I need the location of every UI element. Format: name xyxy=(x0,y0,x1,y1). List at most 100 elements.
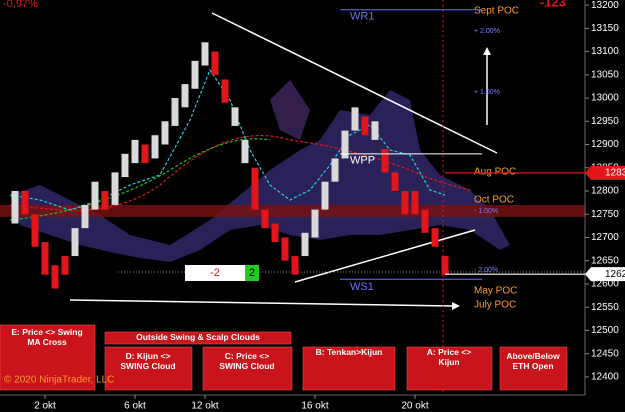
price-box xyxy=(585,267,625,282)
candle-body xyxy=(201,42,209,66)
candles xyxy=(11,42,449,289)
y-tick-label: 12900 xyxy=(591,139,619,150)
x-tick-label: 12 okt xyxy=(191,401,218,412)
button-label[interactable]: C: Price <> SWING Cloud xyxy=(219,351,274,371)
button[interactable]: B: Tenkan>Kijun xyxy=(302,346,396,391)
corner-value: -123 xyxy=(540,0,566,9)
button-label[interactable]: D: Kijun <> SWING Cloud xyxy=(120,351,175,371)
y-tick-label: 13050 xyxy=(591,69,619,80)
button-label[interactable]: B: Tenkan>Kijun xyxy=(316,347,383,357)
button[interactable]: Above/Below ETH Open xyxy=(499,346,568,391)
pct-label: - 1.00% xyxy=(474,208,498,215)
counter-box xyxy=(245,265,259,281)
y-tick-label: 12650 xyxy=(591,255,619,266)
candle-body xyxy=(381,149,389,173)
button[interactable]: E: Price <> Swing MA Cross xyxy=(0,324,96,391)
candle-body xyxy=(151,135,159,159)
y-tick-label: 12600 xyxy=(591,279,619,290)
copyright: © 2020 NinjaTrader, LLC xyxy=(4,375,114,386)
arrow-head xyxy=(452,302,460,310)
poc-label: Oct POC xyxy=(474,195,514,206)
candle-body xyxy=(301,232,309,257)
y-tick-label: 13000 xyxy=(591,93,619,104)
button-label[interactable]: A: Price <> Kijun xyxy=(427,347,471,367)
candle-body xyxy=(61,256,69,275)
candle-body xyxy=(341,130,349,159)
candle-body xyxy=(261,209,269,229)
candle-body xyxy=(121,153,129,178)
candle-body xyxy=(131,139,139,164)
candle-body xyxy=(251,167,259,210)
candle-body xyxy=(11,190,19,224)
candle-body xyxy=(411,190,419,215)
x-tick-label: 16 okt xyxy=(301,401,328,412)
pct-label: + 1.00% xyxy=(474,89,500,96)
candle-body xyxy=(401,190,409,215)
y-tick-label: 12500 xyxy=(591,325,619,336)
candle-body xyxy=(221,79,229,103)
button[interactable]: Outside Swing & Scalp Clouds xyxy=(104,331,292,345)
counter-box xyxy=(185,265,245,281)
candle-body xyxy=(41,242,49,275)
y-tick-label: 12450 xyxy=(591,348,619,359)
poc-label: Aug POC xyxy=(474,167,516,178)
candle-body xyxy=(241,139,249,164)
candle-body xyxy=(141,144,149,164)
clouds xyxy=(10,80,510,262)
arrow-line xyxy=(69,299,453,307)
candle-body xyxy=(351,107,359,131)
y-tick-label: 13150 xyxy=(591,23,619,34)
x-tick-label: 6 okt xyxy=(124,401,146,412)
button-label[interactable]: Outside Swing & Scalp Clouds xyxy=(136,332,260,342)
trend-line xyxy=(294,229,476,283)
candle-body xyxy=(111,172,119,205)
counter-value: 2 xyxy=(249,267,255,279)
candle-body xyxy=(331,158,339,182)
change-label: -0,97% xyxy=(3,0,38,10)
candle-body xyxy=(51,265,59,289)
pivot-label: WS1 xyxy=(350,281,374,293)
y-tick-label: 12400 xyxy=(591,372,619,383)
x-tick-label: 20 okt xyxy=(401,401,428,412)
pct-label: + 2.00% xyxy=(474,28,500,35)
counter-value: -2 xyxy=(210,267,220,279)
trend-line xyxy=(211,12,498,154)
candle-body xyxy=(91,181,99,210)
poc-label: Sept POC xyxy=(474,6,519,17)
candle-body xyxy=(371,121,379,140)
candle-body xyxy=(421,209,429,233)
poc-label: July POC xyxy=(474,300,516,311)
poc-label: May POC xyxy=(474,286,517,297)
candle-body xyxy=(321,181,329,210)
candle-body xyxy=(21,190,29,215)
y-tick-label: 12700 xyxy=(591,232,619,243)
button-label[interactable]: Above/Below ETH Open xyxy=(506,351,560,371)
candle-body xyxy=(291,256,299,275)
candle-body xyxy=(71,228,79,257)
y-tick-label: 12550 xyxy=(591,302,619,313)
pct-label: - 2.00% xyxy=(474,267,498,274)
candle-body xyxy=(161,121,169,145)
button[interactable]: C: Price <> SWING Cloud xyxy=(202,346,293,391)
candle-body xyxy=(101,190,109,210)
button[interactable]: D: Kijun <> SWING Cloud xyxy=(104,346,193,391)
y-tick-label: 13200 xyxy=(591,0,619,11)
oct-poc-band xyxy=(0,205,585,217)
pivot-label: WPP xyxy=(350,155,375,167)
candle-body xyxy=(211,51,219,75)
y-tick-label: 12750 xyxy=(591,209,619,220)
button[interactable]: A: Price <> Kijun xyxy=(406,346,493,391)
candle-body xyxy=(271,223,279,243)
y-tick-label: 12800 xyxy=(591,186,619,197)
y-tick-label: 13100 xyxy=(591,46,619,57)
candle-body xyxy=(81,204,89,229)
arrow-head xyxy=(483,47,491,55)
ma-cyan xyxy=(9,68,446,211)
price-box xyxy=(585,165,625,180)
candle-body xyxy=(31,214,39,247)
button-label[interactable]: E: Price <> Swing MA Cross xyxy=(11,327,82,347)
ma-green xyxy=(9,138,271,221)
x-tick-label: 2 okt xyxy=(34,401,56,412)
candle-body xyxy=(281,237,289,261)
